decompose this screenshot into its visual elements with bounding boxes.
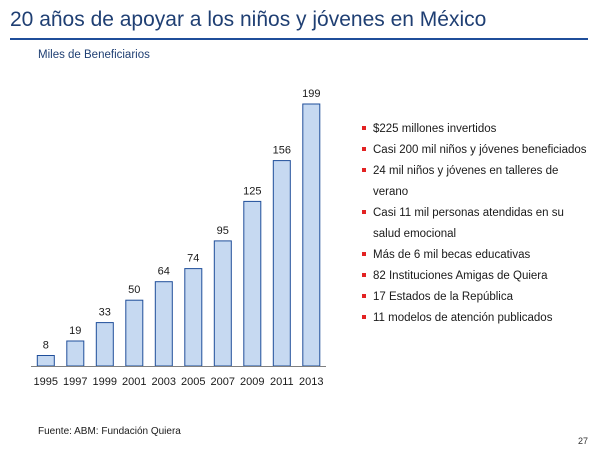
highlight-text: 82 Instituciones Amigas de Quiera: [373, 270, 548, 282]
data-label-2003: 64: [158, 266, 170, 278]
x-tick-label-2013: 2013: [299, 376, 323, 388]
bar-2003: [154, 281, 173, 367]
bullet-square-icon: [362, 126, 366, 130]
x-axis-ticks: 1995 1997 1999 2001 2003 2005 2007 2009 2011 2013: [34, 376, 324, 388]
x-tick-label-2009: 2009: [240, 376, 264, 388]
highlight-text: 24 mil niños y jóvenes en talleres de ve…: [373, 165, 559, 198]
bullet-square-icon: [362, 168, 366, 172]
data-label-2005: 74: [187, 253, 199, 265]
bullet-square-icon: [362, 147, 366, 151]
page-number: 27: [577, 436, 588, 446]
x-tick-label-1997: 1997: [63, 376, 87, 388]
bar-2011: [272, 160, 291, 367]
highlight-text: Más de 6 mil becas educativas: [373, 249, 531, 261]
highlight-item: $225 millones invertidos: [362, 119, 594, 140]
x-tick-label-2003: 2003: [152, 376, 176, 388]
bar-series: 8 19 33 50 64 74 95 125 156 199: [36, 88, 321, 367]
bullet-square-icon: [362, 252, 366, 256]
bar-2007: [213, 240, 232, 367]
highlight-text: Casi 11 mil personas atendidas en su sal…: [373, 207, 564, 240]
highlight-item: 17 Estados de la República: [362, 287, 594, 308]
bar-2013: [302, 103, 321, 367]
slide-title: 20 años de apoyar a los niños y jóvenes …: [10, 8, 487, 31]
data-label-1999: 33: [99, 307, 111, 319]
highlight-text: $225 millones invertidos: [373, 123, 497, 135]
title-divider: [10, 38, 588, 40]
bar-1997: [66, 340, 85, 367]
highlight-item: Más de 6 mil becas educativas: [362, 245, 594, 266]
highlight-text: Casi 200 mil niños y jóvenes beneficiado…: [373, 144, 587, 156]
highlight-item: Casi 200 mil niños y jóvenes beneficiado…: [362, 140, 594, 161]
bar-2001: [125, 299, 144, 367]
highlight-text: 11 modelos de atención publicados: [373, 312, 553, 324]
bar-1995: [36, 355, 55, 367]
data-label-1997: 19: [69, 325, 81, 337]
source-note: Fuente: ABM: Fundación Quiera: [38, 426, 181, 437]
data-label-2009: 125: [243, 185, 261, 197]
bullet-square-icon: [362, 294, 366, 298]
highlight-item: Casi 11 mil personas atendidas en su sal…: [362, 203, 594, 245]
data-label-2007: 95: [217, 225, 229, 237]
data-label-1995: 8: [43, 340, 49, 352]
bullet-square-icon: [362, 315, 366, 319]
bar-chart: 8 19 33 50 64 74 95 125 156 199 1995 1997 1999 2001 2…: [31, 88, 326, 388]
chart-subtitle: Miles de Beneficiarios: [38, 49, 150, 61]
highlight-item: 82 Instituciones Amigas de Quiera: [362, 266, 594, 287]
highlights-list: $225 millones invertidos Casi 200 mil niñ…: [362, 119, 594, 329]
x-tick-label-2005: 2005: [181, 376, 205, 388]
x-tick-label-2001: 2001: [122, 376, 146, 388]
highlight-item: 11 modelos de atención publicados: [362, 308, 594, 329]
x-tick-label-1995: 1995: [34, 376, 58, 388]
data-label-2001: 50: [128, 284, 140, 296]
bullet-square-icon: [362, 273, 366, 277]
highlight-text: 17 Estados de la República: [373, 291, 514, 303]
data-label-2013: 199: [302, 88, 320, 100]
highlight-item: 24 mil niños y jóvenes en talleres de ve…: [362, 161, 594, 203]
data-label-2011: 156: [273, 145, 291, 157]
x-tick-label-2007: 2007: [211, 376, 235, 388]
bullet-square-icon: [362, 210, 366, 214]
bar-2005: [184, 268, 203, 367]
x-tick-label-1999: 1999: [93, 376, 117, 388]
bar-2009: [243, 200, 262, 367]
x-tick-label-2011: 2011: [270, 376, 294, 388]
bar-1999: [95, 322, 114, 367]
